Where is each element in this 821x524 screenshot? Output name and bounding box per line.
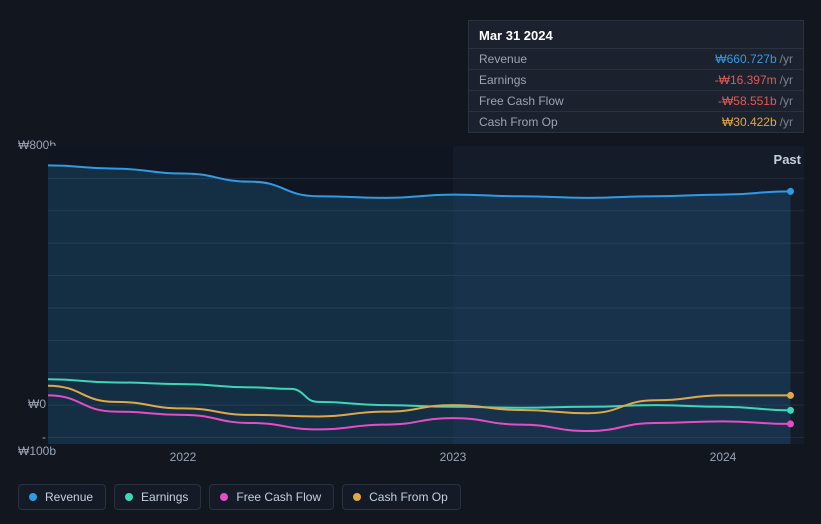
tooltip-row: Cash From Op₩30.422b/yr [469, 111, 803, 132]
tooltip-row: Revenue₩660.727b/yr [469, 48, 803, 69]
legend-dot-icon [353, 493, 361, 501]
tooltip-unit: /yr [780, 52, 793, 66]
tooltip-row: Free Cash Flow-₩58.551b/yr [469, 90, 803, 111]
legend-item[interactable]: Earnings [114, 484, 201, 510]
tooltip-label: Revenue [479, 52, 715, 66]
chart-area [18, 146, 804, 444]
tooltip-date: Mar 31 2024 [469, 21, 803, 48]
tooltip-unit: /yr [780, 115, 793, 129]
tooltip-value: -₩58.551b [718, 94, 777, 108]
legend-item[interactable]: Cash From Op [342, 484, 461, 510]
legend-label: Free Cash Flow [236, 490, 321, 504]
chart-svg [48, 146, 804, 444]
legend: Revenue Earnings Free Cash Flow Cash From O… [18, 484, 461, 510]
x-axis-label: 2024 [710, 450, 737, 464]
x-axis-label: 2023 [440, 450, 467, 464]
tooltip-value: ₩30.422b [722, 115, 777, 129]
legend-label: Earnings [141, 490, 188, 504]
tooltip-row: Earnings-₩16.397m/yr [469, 69, 803, 90]
legend-item[interactable]: Revenue [18, 484, 106, 510]
tooltip-unit: /yr [780, 94, 793, 108]
x-axis-labels: 2022 2023 2024 [48, 450, 804, 466]
tooltip-unit: /yr [780, 73, 793, 87]
data-tooltip: Mar 31 2024 Revenue₩660.727b/yrEarnings-… [468, 20, 804, 133]
tooltip-label: Earnings [479, 73, 715, 87]
legend-label: Revenue [45, 490, 93, 504]
legend-label: Cash From Op [369, 490, 448, 504]
legend-dot-icon [29, 493, 37, 501]
legend-dot-icon [220, 493, 228, 501]
tooltip-label: Free Cash Flow [479, 94, 718, 108]
tooltip-value: -₩16.397m [715, 73, 777, 87]
legend-item[interactable]: Free Cash Flow [209, 484, 334, 510]
legend-dot-icon [125, 493, 133, 501]
past-label: Past [774, 152, 801, 167]
x-axis-label: 2022 [170, 450, 197, 464]
tooltip-value: ₩660.727b [715, 52, 776, 66]
tooltip-label: Cash From Op [479, 115, 722, 129]
